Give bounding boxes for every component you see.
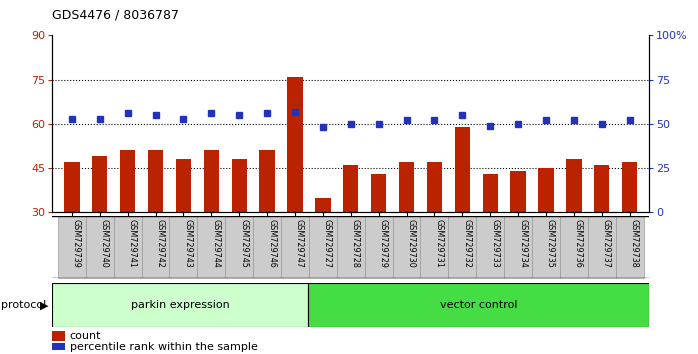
Text: GSM729743: GSM729743	[184, 219, 193, 268]
Bar	[588, 216, 616, 278]
Text: GSM729741: GSM729741	[128, 219, 137, 268]
Text: GSM729736: GSM729736	[574, 219, 583, 268]
Text: GSM729739: GSM729739	[72, 219, 81, 268]
Bar	[420, 216, 448, 278]
Text: GSM729729: GSM729729	[378, 219, 387, 268]
Bar	[538, 168, 554, 212]
Bar	[198, 216, 225, 278]
Bar	[176, 159, 191, 212]
Text: GSM729744: GSM729744	[211, 219, 221, 268]
Text: protocol: protocol	[1, 300, 47, 310]
Text: count: count	[70, 331, 101, 341]
Bar	[364, 216, 392, 278]
Text: GSM729747: GSM729747	[295, 219, 304, 268]
Bar	[58, 216, 86, 278]
Text: GSM729742: GSM729742	[156, 219, 165, 268]
Bar	[170, 216, 198, 278]
Bar	[52, 283, 308, 327]
Bar	[120, 150, 135, 212]
Bar	[426, 162, 442, 212]
Bar	[594, 165, 609, 212]
Bar	[308, 283, 649, 327]
Bar	[309, 216, 337, 278]
Text: GSM729734: GSM729734	[518, 219, 527, 268]
Bar	[86, 216, 114, 278]
Bar	[454, 127, 470, 212]
Bar	[399, 162, 414, 212]
Bar	[253, 216, 281, 278]
Bar	[225, 216, 253, 278]
Bar	[92, 156, 107, 212]
Bar	[64, 162, 80, 212]
Text: GSM729746: GSM729746	[267, 219, 276, 268]
Bar	[337, 216, 364, 278]
Bar	[204, 150, 219, 212]
Bar	[392, 216, 420, 278]
Text: GSM729731: GSM729731	[434, 219, 443, 268]
Bar	[371, 174, 386, 212]
Text: GSM729727: GSM729727	[323, 219, 332, 268]
Text: GSM729735: GSM729735	[546, 219, 555, 268]
Bar	[504, 216, 532, 278]
Text: GSM729732: GSM729732	[462, 219, 471, 268]
Bar	[315, 198, 331, 212]
Bar	[148, 150, 163, 212]
Text: vector control: vector control	[440, 300, 517, 310]
Bar	[616, 216, 644, 278]
Bar	[482, 174, 498, 212]
Bar	[566, 159, 581, 212]
Text: ▶: ▶	[40, 300, 48, 310]
Bar	[343, 165, 358, 212]
Text: GSM729733: GSM729733	[490, 219, 499, 268]
Bar	[560, 216, 588, 278]
Text: GSM729745: GSM729745	[239, 219, 248, 268]
Bar	[260, 150, 275, 212]
Bar	[114, 216, 142, 278]
Text: GSM729738: GSM729738	[630, 219, 639, 268]
Bar	[532, 216, 560, 278]
Text: GDS4476 / 8036787: GDS4476 / 8036787	[52, 9, 179, 22]
Text: GSM729737: GSM729737	[602, 219, 611, 268]
Bar	[510, 171, 526, 212]
Bar	[232, 159, 247, 212]
Text: parkin expression: parkin expression	[131, 300, 230, 310]
Bar	[281, 216, 309, 278]
Bar	[476, 216, 504, 278]
Text: GSM729740: GSM729740	[100, 219, 109, 268]
Text: GSM729728: GSM729728	[350, 219, 359, 268]
Text: GSM729730: GSM729730	[406, 219, 415, 268]
Bar	[288, 77, 303, 212]
Bar	[142, 216, 170, 278]
Text: percentile rank within the sample: percentile rank within the sample	[70, 342, 258, 352]
Bar	[622, 162, 637, 212]
Bar	[448, 216, 476, 278]
